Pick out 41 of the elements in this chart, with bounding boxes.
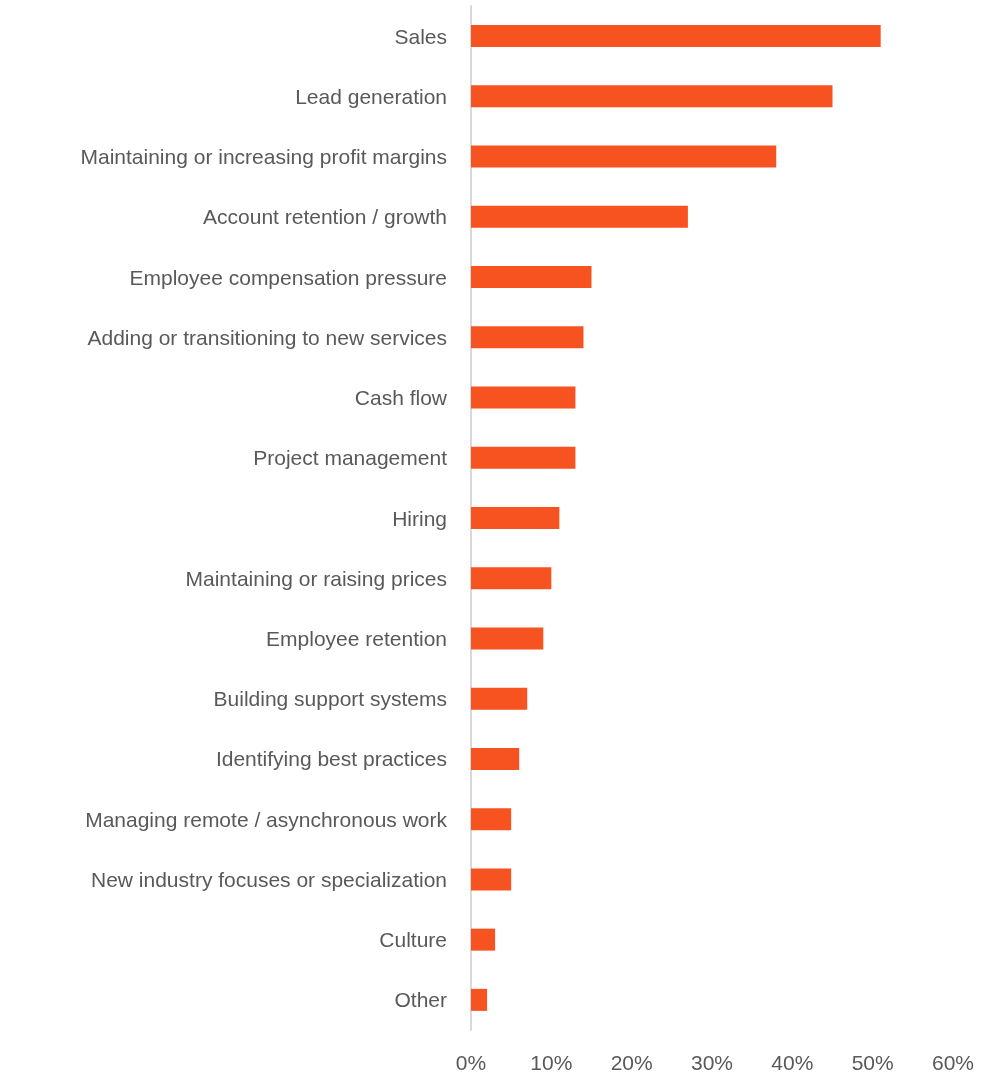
bar [471,808,512,831]
y-tick-label: Sales [394,24,447,48]
y-tick-label: Culture [379,928,447,952]
y-tick-label: Maintaining or raising prices [185,566,447,590]
y-tick-label: Identifying best practices [215,747,447,771]
bar [471,988,488,1011]
bar [471,928,496,951]
bar [471,747,520,770]
y-tick-label: Employee retention [266,626,447,650]
bar [471,868,512,891]
x-tick-label: 30% [690,1051,734,1074]
x-tick-label: 50% [851,1051,894,1074]
bar [471,145,777,168]
y-tick-label: New industry focuses or specialization [91,867,447,891]
x-tick-label: 60% [931,1051,975,1074]
bar [471,85,833,108]
bar [471,627,544,650]
y-tick-label: Building support systems [213,687,447,711]
bar [471,386,576,409]
bar [471,507,560,529]
bar [471,687,528,710]
bar [471,205,688,228]
y-tick-label: Employee compensation pressure [129,265,447,289]
y-tick-label: Maintaining or increasing profit margins [80,145,447,169]
y-tick-label: Other [394,988,447,1012]
bar [471,567,552,590]
y-tick-label: Hiring [392,506,447,530]
bar [471,326,584,349]
bar [471,266,592,289]
y-tick-label: Adding or transitioning to new services [87,325,447,349]
bar [471,25,881,48]
x-tick-label: 10% [530,1051,573,1074]
y-tick-label: Project management [253,446,448,470]
x-tick-label: 40% [771,1051,814,1074]
y-tick-label: Lead generation [295,84,447,108]
bar [471,446,576,469]
y-tick-label: Account retention / growth [203,205,447,229]
y-tick-label: Cash flow [354,386,448,410]
x-tick-label: 20% [610,1051,653,1074]
x-tick-label: 0% [455,1051,487,1074]
y-tick-label: Managing remote / asynchronous work [85,807,448,831]
